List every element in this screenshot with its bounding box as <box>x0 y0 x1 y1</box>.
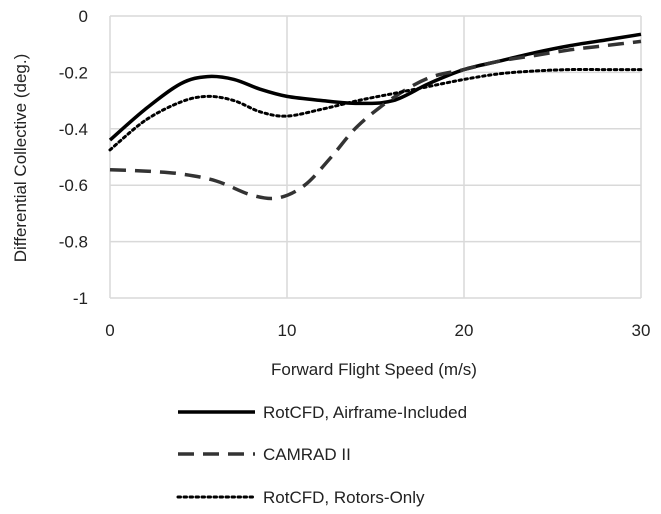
y-tick-labels: 0 -0.2 -0.4 -0.6 -0.8 -1 <box>59 7 88 308</box>
series-lines <box>108 32 643 201</box>
y-tick-label: -0.6 <box>59 176 88 195</box>
gridlines <box>109 15 642 299</box>
x-tick-labels: 0 10 20 30 <box>105 321 650 340</box>
series-line-1 <box>108 32 642 142</box>
y-tick-label: -1 <box>73 289 88 308</box>
series-line-2 <box>109 39 642 201</box>
x-axis-title: Forward Flight Speed (m/s) <box>271 360 477 379</box>
y-tick-label: 0 <box>79 7 88 26</box>
x-tick-label: 0 <box>105 321 114 340</box>
x-tick-label: 20 <box>455 321 474 340</box>
y-axis-title: Differential Collective (deg.) <box>11 54 30 263</box>
series-line-3 <box>108 67 643 152</box>
y-tick-label: -0.8 <box>59 233 88 252</box>
legend-label-2: CAMRAD II <box>263 445 351 464</box>
legend-label-3: RotCFD, Rotors-Only <box>263 488 425 507</box>
y-tick-label: -0.4 <box>59 120 88 139</box>
x-tick-label: 10 <box>278 321 297 340</box>
legend-label-1: RotCFD, Airframe-Included <box>263 403 467 422</box>
x-tick-label: 30 <box>632 321 651 340</box>
legend: RotCFD, Airframe-Included CAMRAD II RotCFD… <box>176 403 467 507</box>
y-tick-label: -0.2 <box>59 63 88 82</box>
